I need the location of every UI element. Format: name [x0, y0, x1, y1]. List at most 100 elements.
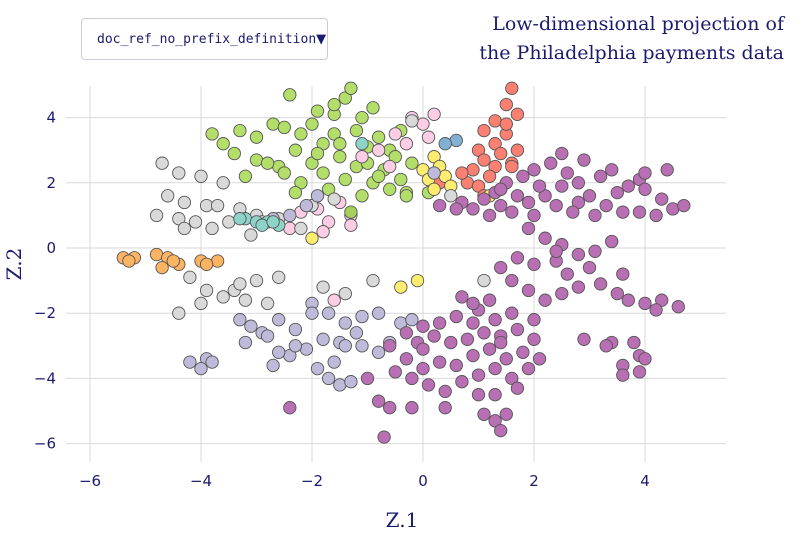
scatter-point [444, 189, 458, 203]
scatter-point [505, 159, 519, 174]
scatter-point [544, 156, 558, 170]
scatter-point [494, 182, 508, 196]
scatter-point [283, 401, 297, 415]
scatter-point [482, 208, 497, 223]
y-tick-label: −6 [34, 435, 56, 453]
field-selector-dropdown[interactable]: doc_ref_no_prefix_definition ▼ [81, 18, 328, 60]
scatter-point [632, 205, 647, 219]
scatter-point [388, 365, 402, 379]
scatter-point [671, 300, 685, 314]
scatter-point [405, 371, 419, 386]
tick-labels: −6 −4 −2 0 2 4 −6 −4 −2 0 2 4 [34, 109, 650, 490]
scatter-point [155, 156, 169, 170]
scatter-point [588, 244, 602, 258]
scatter-point [449, 309, 463, 324]
scatter-point [510, 322, 525, 337]
x-tick-label: −6 [79, 472, 101, 490]
scatter-point [677, 198, 691, 213]
scatter-point [183, 270, 197, 284]
scatter-point [172, 166, 186, 180]
scatter-point [488, 114, 502, 128]
scatter-point [521, 283, 536, 298]
scatter-point [216, 290, 230, 304]
data-points [116, 81, 691, 444]
scatter-point [455, 166, 469, 180]
scatter-point [360, 371, 375, 386]
scatter-point [388, 127, 402, 141]
scatter-point [494, 423, 508, 438]
scatter-point [638, 296, 652, 311]
scatter-point [244, 319, 258, 333]
scatter-point [555, 146, 569, 161]
scatter-point [338, 286, 352, 301]
scatter-point [455, 290, 469, 304]
x-tick-label: −4 [190, 472, 212, 490]
scatter-point [321, 306, 336, 320]
scatter-point [399, 137, 414, 151]
scatter-point [560, 166, 574, 180]
scatter-point [238, 335, 253, 350]
scatter-point [455, 375, 469, 389]
scatter-point [638, 166, 652, 180]
scatter-point [249, 273, 264, 288]
scatter-point [294, 127, 308, 141]
scatter-point [488, 313, 502, 327]
scatter-point [549, 244, 563, 258]
y-tick-label: 2 [46, 174, 56, 192]
scatter-point [477, 407, 491, 421]
scatter-point [655, 192, 669, 206]
scatter-point [538, 231, 552, 245]
scatter-point [288, 322, 303, 337]
scatter-point [316, 225, 330, 239]
scatter-point [588, 208, 602, 223]
scatter-point [355, 150, 369, 164]
scatter-point [327, 127, 341, 141]
scatter-point [210, 198, 225, 213]
scatter-point [516, 345, 530, 359]
scatter-point [521, 361, 536, 376]
scatter-point [432, 316, 447, 330]
scatter-point [466, 163, 480, 177]
y-tick-label: −2 [34, 304, 56, 322]
scatter-point [149, 247, 164, 262]
scatter-point [216, 176, 230, 190]
scatter-point [616, 205, 630, 219]
scatter-point [344, 375, 358, 389]
scatter-point [316, 280, 330, 294]
scatter-point [605, 163, 619, 177]
scatter-point [532, 179, 547, 193]
scatter-point [482, 293, 497, 307]
scatter-point [338, 339, 352, 353]
scatter-point [272, 270, 286, 284]
scatter-point [371, 169, 386, 183]
scatter-point [255, 218, 269, 232]
scatter-point [355, 110, 369, 125]
scatter-point [494, 335, 508, 350]
scatter-point [205, 355, 219, 369]
scatter-point [527, 208, 541, 223]
scatter-point [355, 137, 369, 151]
scatter-point [227, 146, 241, 161]
chart-title-line-1: Low-dimensional projection of [492, 13, 784, 35]
scatter-point [438, 401, 452, 415]
scatter-point [505, 81, 519, 95]
scatter-point [494, 260, 508, 275]
scatter-point [632, 365, 647, 379]
scatter-point [505, 273, 519, 288]
scatter-point [321, 371, 336, 386]
scatter-point [482, 169, 497, 183]
scatter-point [194, 169, 208, 183]
scatter-point [466, 348, 480, 363]
scatter-point [505, 306, 519, 320]
scatter-point [188, 215, 203, 229]
scatter-point [327, 192, 341, 206]
scatter-point [333, 137, 347, 151]
scatter-point [555, 286, 569, 301]
scatter-point [183, 355, 197, 369]
scatter-point [616, 267, 630, 281]
scatter-point [638, 182, 652, 196]
scatter-point [532, 352, 547, 366]
scatter-point [371, 130, 386, 144]
scatter-point [488, 414, 502, 428]
scatter-point [205, 221, 219, 236]
